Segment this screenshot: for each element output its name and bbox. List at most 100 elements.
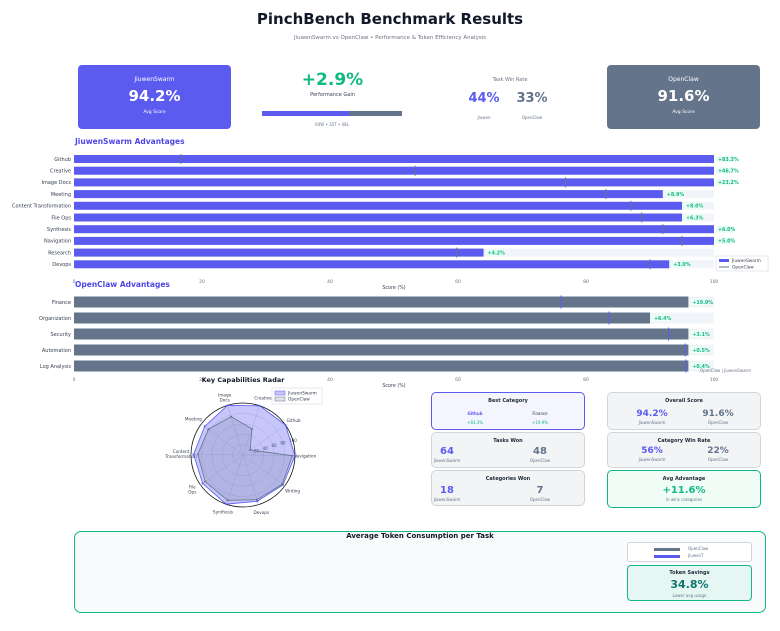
token-savings-card: Token Savings 34.8% Lower avg usage (627, 565, 752, 601)
categories-won-left-label: JiuwenSwarm (433, 497, 461, 502)
radar-point (226, 404, 229, 407)
best-right-value: +19.9% (531, 420, 549, 425)
x-tick-label: 0 (73, 377, 76, 383)
delta-label: +6.3% (686, 215, 704, 221)
radar-r-tick: 60 (272, 443, 278, 448)
bar-organization (74, 312, 650, 324)
category-label: Security (50, 332, 71, 338)
radar-axis-label: Creative (254, 396, 272, 401)
x-axis-label: Score (%) (382, 383, 405, 389)
tasks-won-left-label: JiuwenSwarm (433, 458, 461, 463)
bar-meeting (74, 190, 663, 199)
x-tick-label: 100 (710, 279, 719, 285)
radar-point (230, 415, 233, 418)
delta-label-bg (690, 298, 709, 306)
card-name: JiuwenSwarm (134, 76, 175, 83)
radar-point (204, 480, 207, 483)
radar-axis-label: Synthesis (213, 509, 233, 514)
x-tick-label: 60 (455, 279, 461, 285)
radar-axis-label: Navigation (294, 453, 317, 458)
best-left-name: Github (467, 411, 483, 416)
radar-r-tick: 80 (280, 441, 286, 446)
win-loss-fill (262, 111, 349, 116)
legend-jiuwen-swatch (654, 555, 680, 558)
card-label: Avg Score (672, 110, 695, 115)
savings-title: Token Savings (669, 570, 710, 576)
cat-win-right-label: OpenClaw (707, 457, 729, 462)
delta-label: +6.0% (718, 227, 736, 233)
categories-won-right: 7 (536, 485, 544, 496)
win-loss-bar (262, 111, 402, 116)
radar-point (201, 482, 204, 485)
category-label: File Ops (51, 215, 71, 221)
radar-point (249, 448, 252, 451)
x-tick-label: 20 (199, 377, 205, 383)
category-label: Finance (52, 300, 71, 306)
avg-advantage-label: in wins categories (665, 497, 703, 502)
card-title: Overall Score (665, 398, 703, 404)
legend-label: JiuwenSwarm (731, 258, 761, 264)
bar-content-transformation (74, 201, 682, 210)
page-subtitle: JiuwenSwarm vs OpenClaw • Performance & … (293, 35, 487, 41)
card-title: Avg Advantage (662, 476, 706, 482)
radar-point (258, 404, 261, 407)
category-label: Navigation (44, 239, 71, 245)
jiuwen-summary-card: JiuwenSwarm 94.2% Avg Score (78, 65, 231, 129)
overall-right-label: OpenClaw (707, 420, 729, 425)
bar-automation (74, 344, 689, 356)
radar-point (226, 499, 229, 502)
card-name: OpenClaw (668, 76, 699, 83)
category-label: Github (54, 157, 71, 163)
bar-security (74, 328, 689, 340)
legend-jiuwen-label: JiuwenT (688, 553, 704, 558)
radar-point (250, 427, 253, 430)
delta-label: +19.9% (692, 300, 713, 306)
bar-devops (74, 260, 670, 269)
card-label: Avg Score (143, 110, 166, 115)
delta-label-bg (716, 155, 734, 163)
gain-label: Performance Gain (310, 92, 355, 98)
card-title: Category Win Rate (657, 438, 711, 444)
tasks-won-card: Tasks Won (431, 432, 585, 468)
win-loss-caption: 64W • 35T • 48L (315, 122, 349, 127)
delta-label-bg (690, 362, 709, 370)
avg-advantage-value: +11.6% (662, 485, 706, 496)
radar-spoke (242, 454, 285, 487)
overall-right: 91.6% (702, 409, 734, 419)
tasks-won-left: 64 (440, 446, 454, 457)
radar-axis-label: Ops (188, 490, 196, 495)
delta-label-bg (684, 214, 702, 221)
delta-label: +3.1% (692, 332, 710, 338)
delta-label: +8.0% (686, 204, 704, 210)
delta-label-bg (684, 202, 702, 210)
legend-openclaw-swatch (654, 548, 680, 551)
radar-point (196, 453, 199, 456)
radar-axis-label: Devops (253, 510, 269, 515)
card-title: Best Category (488, 398, 528, 404)
radar-point (284, 424, 287, 427)
x-tick-label: 40 (327, 377, 333, 383)
x-axis-label: Score (%) (382, 285, 405, 291)
delta-label: +3.0% (673, 262, 691, 268)
radar-axis-label: Writing (285, 488, 300, 493)
radar-spoke (200, 454, 244, 486)
radar-spoke (227, 405, 244, 456)
savings-label: Lower avg usage (672, 593, 707, 598)
best-left-value: +83.3% (466, 420, 484, 425)
category-win-rate-card: Category Win Rate (607, 432, 761, 468)
card-score: 94.2% (128, 87, 181, 105)
category-label: Research (48, 250, 71, 256)
avg-advantage-card: Avg Advantage +11.6% in wins categories (607, 470, 761, 508)
bar-log-analysis (74, 360, 689, 372)
category-label: Devops (52, 262, 71, 268)
radar-point (207, 428, 210, 431)
radar-axis-label: Content (173, 449, 190, 454)
delta-label: +8.9% (667, 192, 685, 198)
card-title: Tasks Won (493, 438, 523, 444)
category-label: Log Analysis (40, 364, 72, 370)
category-label: Content Transformation (12, 204, 71, 210)
page-title: PinchBench Benchmark Results (256, 10, 524, 28)
delta-label-bg (664, 190, 683, 198)
radar-legend-label: OpenClaw (288, 397, 310, 403)
x-tick-label: 80 (583, 377, 589, 383)
